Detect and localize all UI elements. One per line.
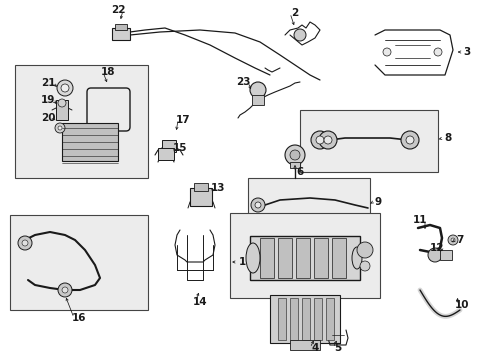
Bar bbox=[190, 188, 212, 206]
Bar bbox=[302, 298, 309, 340]
Bar bbox=[247, 178, 369, 230]
Circle shape bbox=[447, 235, 457, 245]
Circle shape bbox=[289, 150, 299, 160]
Circle shape bbox=[61, 84, 69, 92]
Bar bbox=[62, 123, 118, 161]
Circle shape bbox=[254, 202, 261, 208]
Circle shape bbox=[356, 242, 372, 258]
Bar bbox=[278, 238, 291, 278]
Bar bbox=[289, 340, 319, 350]
Ellipse shape bbox=[245, 243, 260, 273]
Text: 9: 9 bbox=[374, 197, 381, 207]
Bar bbox=[10, 215, 148, 310]
Bar bbox=[269, 295, 339, 343]
Text: 13: 13 bbox=[210, 183, 225, 193]
Ellipse shape bbox=[351, 247, 361, 269]
Circle shape bbox=[382, 48, 390, 56]
Bar bbox=[289, 298, 297, 340]
Bar bbox=[15, 65, 148, 178]
Circle shape bbox=[58, 126, 62, 130]
Circle shape bbox=[318, 131, 336, 149]
Circle shape bbox=[58, 99, 66, 107]
Text: 18: 18 bbox=[101, 67, 115, 77]
Text: 23: 23 bbox=[235, 77, 250, 87]
Circle shape bbox=[62, 287, 68, 293]
Text: 17: 17 bbox=[175, 115, 190, 125]
Text: 20: 20 bbox=[41, 113, 55, 123]
Circle shape bbox=[249, 82, 265, 98]
Text: 19: 19 bbox=[41, 95, 55, 105]
Bar bbox=[295, 238, 309, 278]
Circle shape bbox=[57, 80, 73, 96]
Bar bbox=[249, 236, 359, 280]
Circle shape bbox=[310, 131, 328, 149]
Bar bbox=[112, 28, 130, 40]
Circle shape bbox=[405, 136, 413, 144]
Bar bbox=[56, 100, 68, 120]
Text: 8: 8 bbox=[444, 133, 451, 143]
Text: 12: 12 bbox=[429, 243, 443, 253]
Circle shape bbox=[433, 48, 441, 56]
Circle shape bbox=[250, 198, 264, 212]
Circle shape bbox=[359, 261, 369, 271]
Circle shape bbox=[18, 236, 32, 250]
Text: 21: 21 bbox=[41, 78, 55, 88]
Bar bbox=[260, 238, 273, 278]
Bar bbox=[194, 183, 207, 191]
Text: 15: 15 bbox=[172, 143, 187, 153]
Circle shape bbox=[285, 145, 305, 165]
Text: 22: 22 bbox=[110, 5, 125, 15]
Circle shape bbox=[450, 238, 454, 242]
Circle shape bbox=[22, 240, 28, 246]
Text: 7: 7 bbox=[455, 235, 463, 245]
Text: 11: 11 bbox=[412, 215, 427, 225]
Bar bbox=[115, 24, 127, 30]
Bar bbox=[325, 298, 333, 340]
Bar bbox=[313, 298, 321, 340]
Bar bbox=[158, 148, 174, 160]
Bar bbox=[251, 95, 264, 105]
Bar bbox=[331, 238, 346, 278]
Text: 5: 5 bbox=[334, 343, 341, 353]
Circle shape bbox=[400, 131, 418, 149]
Text: 2: 2 bbox=[291, 8, 298, 18]
Text: 6: 6 bbox=[296, 167, 303, 177]
Text: 3: 3 bbox=[463, 47, 469, 57]
Bar bbox=[439, 250, 451, 260]
Text: 1: 1 bbox=[238, 257, 245, 267]
Bar bbox=[229, 213, 379, 298]
Bar bbox=[289, 162, 299, 168]
Text: 10: 10 bbox=[454, 300, 468, 310]
Bar bbox=[278, 298, 285, 340]
Circle shape bbox=[55, 123, 65, 133]
Text: 14: 14 bbox=[192, 297, 207, 307]
Circle shape bbox=[324, 136, 331, 144]
Circle shape bbox=[293, 29, 305, 41]
Circle shape bbox=[58, 283, 72, 297]
Bar bbox=[299, 110, 437, 172]
Text: 4: 4 bbox=[311, 343, 318, 353]
Text: 16: 16 bbox=[72, 313, 86, 323]
Bar bbox=[162, 140, 176, 152]
Circle shape bbox=[315, 136, 324, 144]
Bar bbox=[313, 238, 327, 278]
Circle shape bbox=[427, 248, 441, 262]
